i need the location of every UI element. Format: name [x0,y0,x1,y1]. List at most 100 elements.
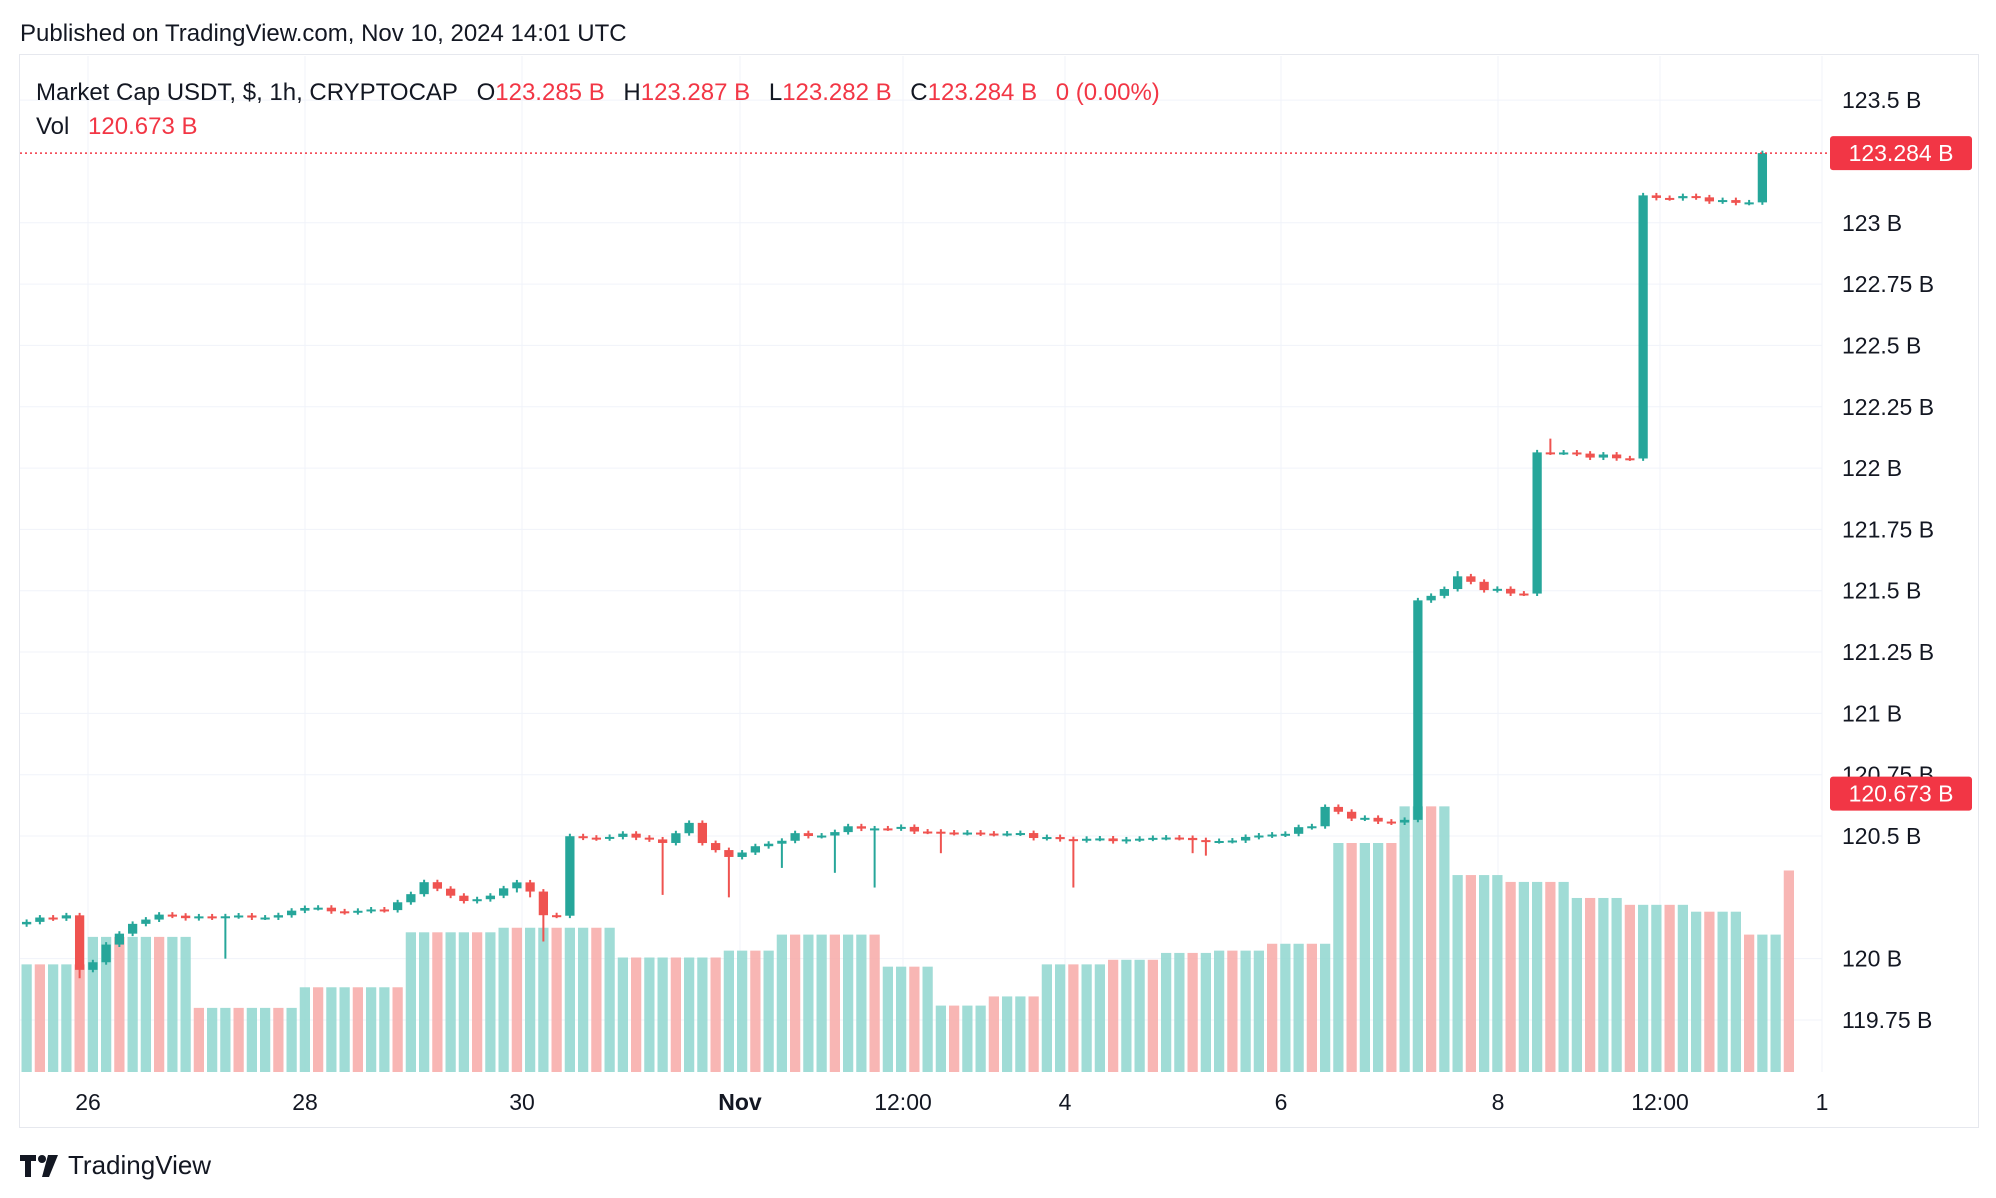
time-tick-label: 6 [1275,1089,1288,1115]
volume-bar [1028,996,1039,1072]
price-tick-label: 122 B [1842,455,1902,481]
volume-bar [220,1007,231,1072]
volume-bar [180,936,191,1072]
time-tick-label: 30 [509,1089,535,1115]
volume-bar [551,927,562,1072]
volume-bar [962,1005,973,1072]
volume-bar [1770,934,1781,1072]
volume-bar [1373,843,1384,1072]
candle-body [631,833,641,838]
price-tick-label: 122.75 B [1842,271,1934,297]
volume-bar [472,932,483,1072]
candle-body [525,882,535,892]
volume-bar [1227,950,1238,1072]
candle-body [1148,837,1158,840]
symbol-label[interactable]: Market Cap USDT, $, 1h, CRYPTOCAP [36,79,458,106]
volume-value: 120.673 B [88,113,198,140]
candle-body [750,846,761,853]
candle-body [300,907,310,911]
candle-body [1307,826,1317,829]
candle-body [777,840,787,844]
volume-label[interactable]: Vol [36,113,70,140]
high-label: H [623,79,641,106]
volume-bar [1108,959,1119,1072]
volume-bar [922,966,933,1072]
volume-bar [1333,843,1344,1072]
candle-body [1002,833,1012,836]
volume-bar [21,964,32,1072]
candles [21,150,1768,979]
candle-body [1187,837,1198,841]
candle-body [1240,836,1251,841]
candle-body [339,911,350,914]
volume-bar [1452,875,1463,1072]
volume-bar [591,927,602,1072]
volume-bar [273,1007,284,1072]
candle-body [1664,197,1675,200]
brand-name: TradingView [68,1150,212,1180]
volume-bar [313,987,324,1072]
volume-bar [458,932,469,1072]
candle-body [1333,806,1344,812]
candle-body [869,828,880,831]
candle-body [896,826,906,829]
volume-bar [233,1007,244,1072]
candle-body [512,882,522,889]
volume-bar [988,996,999,1072]
volume-bar [207,1007,218,1072]
volume-bar [1532,881,1543,1072]
footer-brand[interactable]: TradingView [20,1150,211,1181]
candle-body [843,826,853,833]
volume-bar [392,987,403,1072]
candle-body [1399,819,1410,823]
volume-bar [1783,870,1794,1072]
volume-bar [604,927,615,1072]
volume-bar [1214,950,1225,1072]
volume-bar [723,950,734,1072]
volume-bar [631,957,642,1072]
price-tag-label: 120.673 B [1849,781,1954,807]
volume-bar [154,936,165,1072]
volume-bar [1558,881,1569,1072]
candle-body [1320,806,1330,827]
price-axis: 123.5 B 123 B 122.75 B 122.5 B 122.25 B 122 B… [1842,87,1934,1033]
candle-body [194,916,204,919]
open-value: 123.285 B [495,79,605,106]
volume-bar [1744,934,1755,1072]
candle-body [551,915,562,918]
candle-body [1585,453,1595,458]
volume-bar [114,936,125,1072]
candle-body [1678,196,1688,199]
volume-bar [167,936,178,1072]
candle-body [1015,833,1026,836]
candle-body [644,837,655,840]
volume-bar [1015,996,1026,1072]
volume-bar [1240,950,1251,1072]
time-tick-label: 12:00 [874,1089,932,1115]
volume-bar [1267,943,1278,1072]
price-markers: 123.284 B 120.673 B [20,136,1972,811]
volume-bar [419,932,430,1072]
candle-body [472,899,482,902]
candle-body [1532,452,1542,594]
volume-bar [140,936,151,1072]
volume-bar [564,927,575,1072]
volume-bar [1147,959,1158,1072]
candle-body [975,832,986,835]
volume-bar [286,1007,297,1072]
volume-bar [1730,911,1741,1072]
time-tick-label: 26 [75,1089,101,1115]
volume-bar [1598,897,1609,1072]
price-tick-label: 119.75 B [1842,1007,1932,1033]
price-tick-label: 121.25 B [1842,639,1934,665]
candle-body [816,835,827,838]
volume-bar [763,950,774,1072]
price-tick-label: 121.75 B [1842,516,1934,542]
volume-bar [326,987,337,1072]
candle-body [379,909,390,912]
candle-body [1691,196,1701,199]
candle-body [1068,839,1079,842]
chart-frame [19,54,1979,1128]
volume-bar [1624,904,1635,1072]
